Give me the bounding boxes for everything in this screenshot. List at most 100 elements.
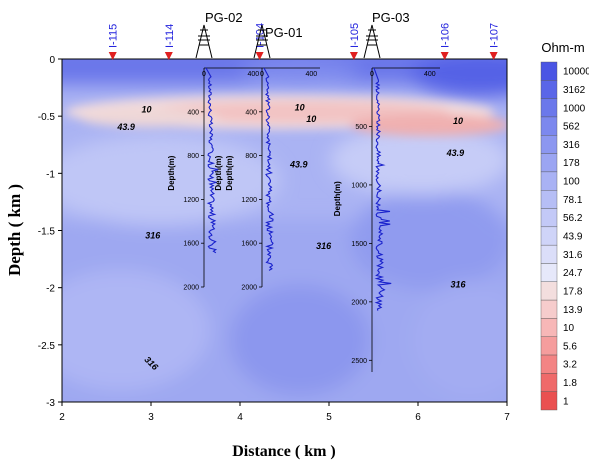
x-tick-label: 3 [148, 412, 154, 423]
well-depth-label: 1200 [241, 197, 257, 204]
well-depth-label: 500 [355, 124, 367, 131]
colorbar-label: 178 [563, 158, 580, 169]
colorbar-label: 10000 [563, 67, 589, 78]
colorbar-label: 5.6 [563, 341, 577, 352]
well-x-tick: 0 [260, 71, 264, 78]
y-tick-label: -1 [46, 169, 55, 180]
well-depth-label: 800 [245, 153, 257, 160]
well-depth-label: 400 [187, 109, 199, 116]
x-tick-label: 2 [59, 412, 65, 423]
well-depth-label: 400 [245, 109, 257, 116]
colorbar-swatch [540, 391, 558, 411]
derrick-icon [363, 24, 381, 59]
well-log-trace [205, 67, 219, 254]
contour-label: 43.9 [289, 160, 308, 170]
colorbar-title: Ohm-m [541, 40, 584, 55]
colorbar: 10000 3162 1000 562 316 178 100 78.1 56.2 43.9 31.… [540, 61, 589, 411]
well-depth-axis-title: Depth(m) [214, 155, 223, 190]
colorbar-swatch [540, 171, 558, 191]
colorbar-swatch [540, 226, 558, 246]
y-tick-label: -3 [46, 398, 55, 409]
colorbar-label: 78.1 [563, 195, 583, 206]
station-marker [349, 52, 358, 60]
well-x-tick: 0 [370, 71, 374, 78]
colorbar-swatch [540, 373, 558, 392]
well-name: PG-03 [372, 10, 410, 25]
y-tick-label: 0 [49, 55, 55, 66]
colorbar-swatch [540, 263, 558, 282]
colorbar-label: 1000 [563, 103, 586, 114]
derrick-icon [195, 24, 213, 59]
colorbar-swatch [540, 299, 558, 319]
y-tick-label: -0.5 [38, 112, 56, 123]
station-marker [255, 52, 264, 60]
well-depth-label: 2500 [351, 358, 367, 365]
colorbar-swatch [540, 336, 558, 356]
well-log-trace [373, 67, 392, 311]
station-marker [489, 52, 498, 60]
x-axis-label: Distance ( km ) [232, 443, 336, 460]
colorbar-swatch [540, 153, 558, 173]
well-name: PG-01 [265, 25, 303, 40]
contour-label: 316 [145, 231, 161, 241]
y-axis-label: Depth ( km ) [5, 184, 24, 276]
colorbar-swatch [540, 281, 558, 301]
station-label: I-114 [164, 24, 176, 48]
colorbar-swatch [540, 98, 558, 118]
station-label: I-115 [108, 24, 120, 48]
well-x-tick: 400 [247, 71, 259, 78]
resistivity-field [62, 59, 507, 402]
y-tick-label: -2.5 [38, 341, 56, 352]
colorbar-swatch [540, 244, 558, 264]
station-label: I-106 [440, 23, 452, 48]
station-marker [164, 52, 173, 60]
well-depth-label: 1600 [183, 241, 199, 248]
well-depth-label: 1000 [351, 182, 367, 189]
contour-label: 10 [306, 114, 316, 124]
colorbar-label: 31.6 [563, 250, 583, 261]
x-tick-label: 5 [326, 412, 332, 423]
colorbar-label: 17.8 [563, 286, 583, 297]
well-log-trace [263, 67, 275, 271]
well-depth-axis-title: Depth(m) [167, 155, 176, 190]
colorbar-swatch [540, 80, 558, 99]
colorbar-label: 43.9 [563, 232, 583, 243]
x-tick-label: 6 [415, 412, 421, 423]
well-depth-label: 1200 [183, 197, 199, 204]
station-markers: I-115 I-114 I-104 I-105 I-106 I-107 [108, 23, 501, 60]
well-depth-label: 2000 [183, 285, 199, 292]
colorbar-label: 13.9 [563, 305, 583, 316]
well-depth-axis-title: Depth(m) [333, 181, 342, 216]
station-label: I-107 [489, 23, 501, 48]
colorbar-label: 1 [563, 396, 569, 407]
colorbar-label: 3162 [563, 85, 586, 96]
x-tick-label: 4 [237, 412, 243, 423]
contour-label: 10 [142, 105, 152, 115]
well-depth-label: 800 [187, 153, 199, 160]
station-marker [440, 52, 449, 60]
contour-label: 10 [453, 116, 463, 126]
y-tick-label: -1.5 [38, 227, 56, 238]
colorbar-label: 1.8 [563, 378, 577, 389]
contour-label: 43.9 [446, 148, 465, 158]
y-axis-ticks: 0 -0.5 -1 -1.5 -2 -2.5 -3 [38, 55, 62, 409]
colorbar-label: 10 [563, 323, 575, 334]
colorbar-label: 316 [563, 140, 580, 151]
well-x-tick: 0 [202, 71, 206, 78]
colorbar-swatch [540, 318, 558, 337]
well-depth-label: 2000 [351, 299, 367, 306]
well-name: PG-02 [205, 10, 243, 25]
colorbar-label: 562 [563, 122, 580, 133]
y-tick-label: -2 [46, 284, 55, 295]
derrick-icon [253, 24, 271, 59]
colorbar-swatch [540, 116, 558, 136]
contour-label: 316 [451, 280, 467, 290]
colorbar-swatch [540, 190, 558, 209]
colorbar-swatch [540, 135, 558, 154]
station-label: I-105 [349, 23, 361, 48]
contour-label: 316 [316, 241, 332, 251]
